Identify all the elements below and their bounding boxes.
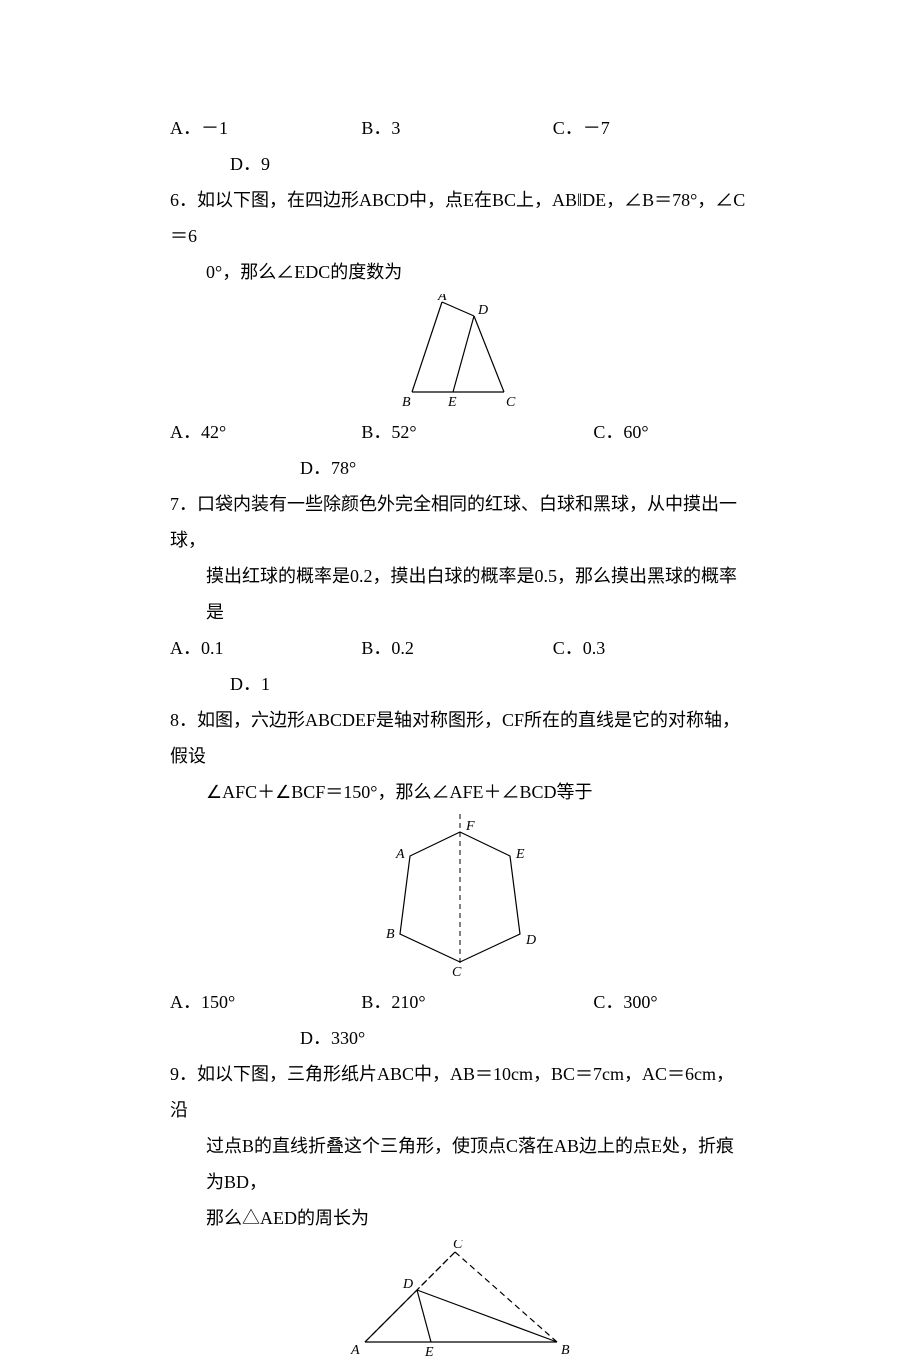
q6-choice-c: C．60° (593, 414, 750, 450)
q9-diagram: C D A E B (345, 1240, 575, 1362)
q6-choice-a: A．42° (170, 414, 361, 450)
svg-text:E: E (447, 395, 457, 410)
q8-choice-c: C．300° (593, 984, 750, 1020)
q7-choice-b: B．0.2 (361, 630, 552, 666)
q5-choice-b: B．3 (361, 110, 552, 146)
q8-line2: ∠AFC＋∠BCF＝150°，那么∠AFE＋∠BCD等于 (170, 774, 750, 810)
q7-text: 7．口袋内装有一些除颜色外完全相同的红球、白球和黑球，从中摸出一球， 摸出红球的… (170, 486, 750, 630)
q6-diagram: A D B E C (380, 294, 540, 412)
q7-choices-row2: D．1 (170, 666, 750, 702)
q7-choices-row1: A．0.1 B．0.2 C．0.3 (170, 630, 750, 666)
q7-choice-a: A．0.1 (170, 630, 361, 666)
svg-text:E: E (424, 1345, 434, 1360)
q6-line2: 0°，那么∠EDC的度数为 (170, 254, 750, 290)
q7-line2: 摸出红球的概率是0.2，摸出白球的概率是0.5，那么摸出黑球的概率是 (170, 558, 750, 630)
q9-text: 9．如以下图，三角形纸片ABC中，AB＝10cm，BC＝7cm，AC＝6cm，沿… (170, 1056, 750, 1236)
q5-choice-c: C．－7 (553, 110, 744, 146)
q5-choice-d: D．9 (170, 146, 810, 182)
svg-text:A: A (350, 1343, 360, 1358)
svg-text:C: C (506, 395, 516, 410)
q6-choices-row1: A．42° B．52° C．60° (170, 414, 750, 450)
svg-text:D: D (477, 303, 488, 318)
q6-line1: 6．如以下图，在四边形ABCD中，点E在BC上，AB‖DE，∠B＝78°，∠C＝… (170, 182, 750, 254)
q5-choice-a: A．－1 (170, 110, 361, 146)
q8-figure: F A E B D C (170, 814, 750, 982)
q9-figure: C D A E B (170, 1240, 750, 1362)
q6-figure: A D B E C (170, 294, 750, 412)
q8-choice-d: D．330° (170, 1020, 880, 1056)
q5-choices-row1: A．－1 B．3 C．－7 (170, 110, 750, 146)
q8-choices-row1: A．150° B．210° C．300° (170, 984, 750, 1020)
svg-text:C: C (453, 1240, 463, 1252)
q9-line3: 那么△AED的周长为 (170, 1200, 750, 1236)
q6-text: 6．如以下图，在四边形ABCD中，点E在BC上，AB‖DE，∠B＝78°，∠C＝… (170, 182, 750, 290)
q9-line2: 过点B的直线折叠这个三角形，使顶点C落在AB边上的点E处，折痕为BD， (170, 1128, 750, 1200)
q7-choice-d: D．1 (170, 666, 810, 702)
q6-choice-d: D．78° (170, 450, 880, 486)
q6-choices-row2: D．78° (170, 450, 750, 486)
q6-choice-b: B．52° (361, 414, 593, 450)
svg-text:E: E (515, 847, 525, 862)
q8-choice-a: A．150° (170, 984, 361, 1020)
svg-text:C: C (452, 965, 462, 980)
q8-diagram: F A E B D C (370, 814, 550, 982)
svg-text:D: D (402, 1277, 413, 1292)
svg-text:F: F (465, 819, 475, 834)
svg-text:B: B (386, 927, 395, 942)
exam-page: A．－1 B．3 C．－7 D．9 6．如以下图，在四边形ABCD中，点E在BC… (0, 0, 920, 1302)
q5-choices-row2: D．9 (170, 146, 750, 182)
q7-choice-c: C．0.3 (553, 630, 744, 666)
q8-choice-b: B．210° (361, 984, 593, 1020)
svg-text:A: A (395, 847, 405, 862)
q8-line1: 8．如图，六边形ABCDEF是轴对称图形，CF所在的直线是它的对称轴，假设 (170, 702, 750, 774)
svg-text:A: A (437, 294, 447, 304)
q8-choices-row2: D．330° (170, 1020, 750, 1056)
q8-text: 8．如图，六边形ABCDEF是轴对称图形，CF所在的直线是它的对称轴，假设 ∠A… (170, 702, 750, 810)
q9-line1: 9．如以下图，三角形纸片ABC中，AB＝10cm，BC＝7cm，AC＝6cm，沿 (170, 1056, 750, 1128)
q7-line1: 7．口袋内装有一些除颜色外完全相同的红球、白球和黑球，从中摸出一球， (170, 486, 750, 558)
svg-text:B: B (402, 395, 411, 410)
svg-text:B: B (561, 1343, 570, 1358)
svg-text:D: D (525, 933, 536, 948)
